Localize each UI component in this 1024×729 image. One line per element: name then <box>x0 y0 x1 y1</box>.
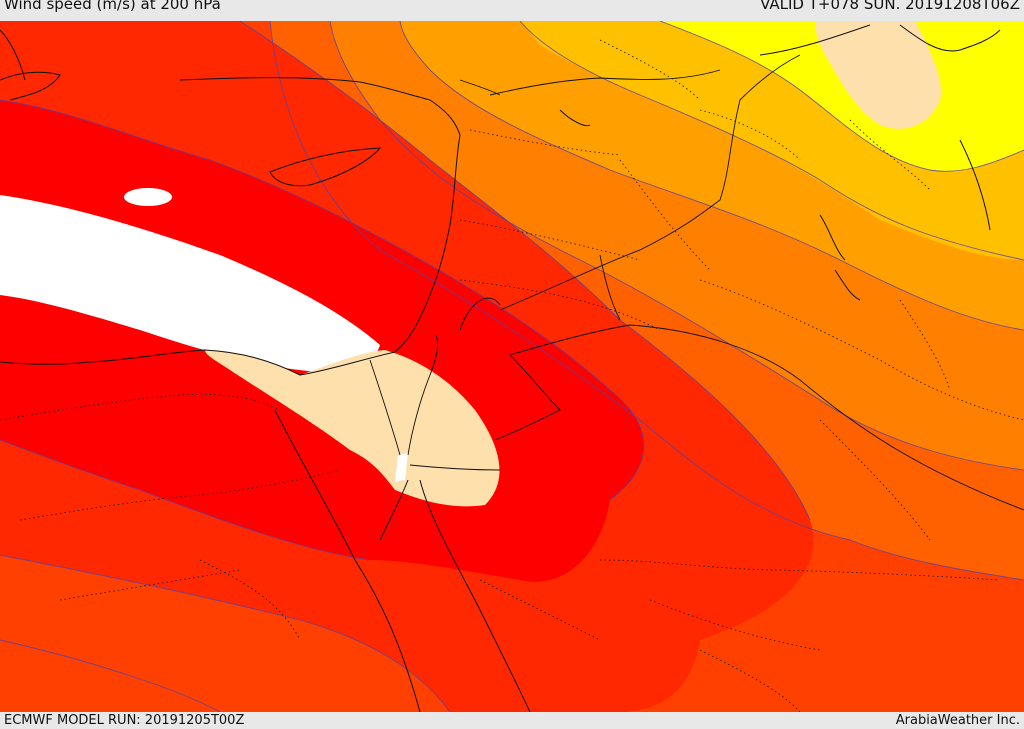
map-title: Wind speed (m/s) at 200 hPa <box>4 0 221 13</box>
band-peach-sinai <box>205 350 500 507</box>
band-peach-northeast <box>815 21 941 129</box>
map-canvas <box>0 21 1024 712</box>
band-white-small-core <box>124 188 172 206</box>
band-white-jet-core <box>0 195 380 372</box>
country-borders <box>0 39 1024 712</box>
wind-speed-map[interactable] <box>0 21 1024 712</box>
model-run: ECMWF MODEL RUN: 20191205T00Z <box>4 713 245 728</box>
map-footer: ECMWF MODEL RUN: 20191205T00Z ArabiaWeat… <box>0 712 1024 729</box>
valid-time: VALID T+078 SUN. 20191208T06Z <box>760 0 1020 13</box>
brand-credit: ArabiaWeather Inc. <box>895 713 1020 728</box>
wind-contours <box>0 21 1024 712</box>
political-lines <box>369 54 1024 511</box>
coastlines <box>0 24 1001 712</box>
band-white-gulf <box>395 453 408 482</box>
map-header: Wind speed (m/s) at 200 hPa VALID T+078 … <box>0 0 1024 21</box>
band-yellow <box>660 21 1024 172</box>
